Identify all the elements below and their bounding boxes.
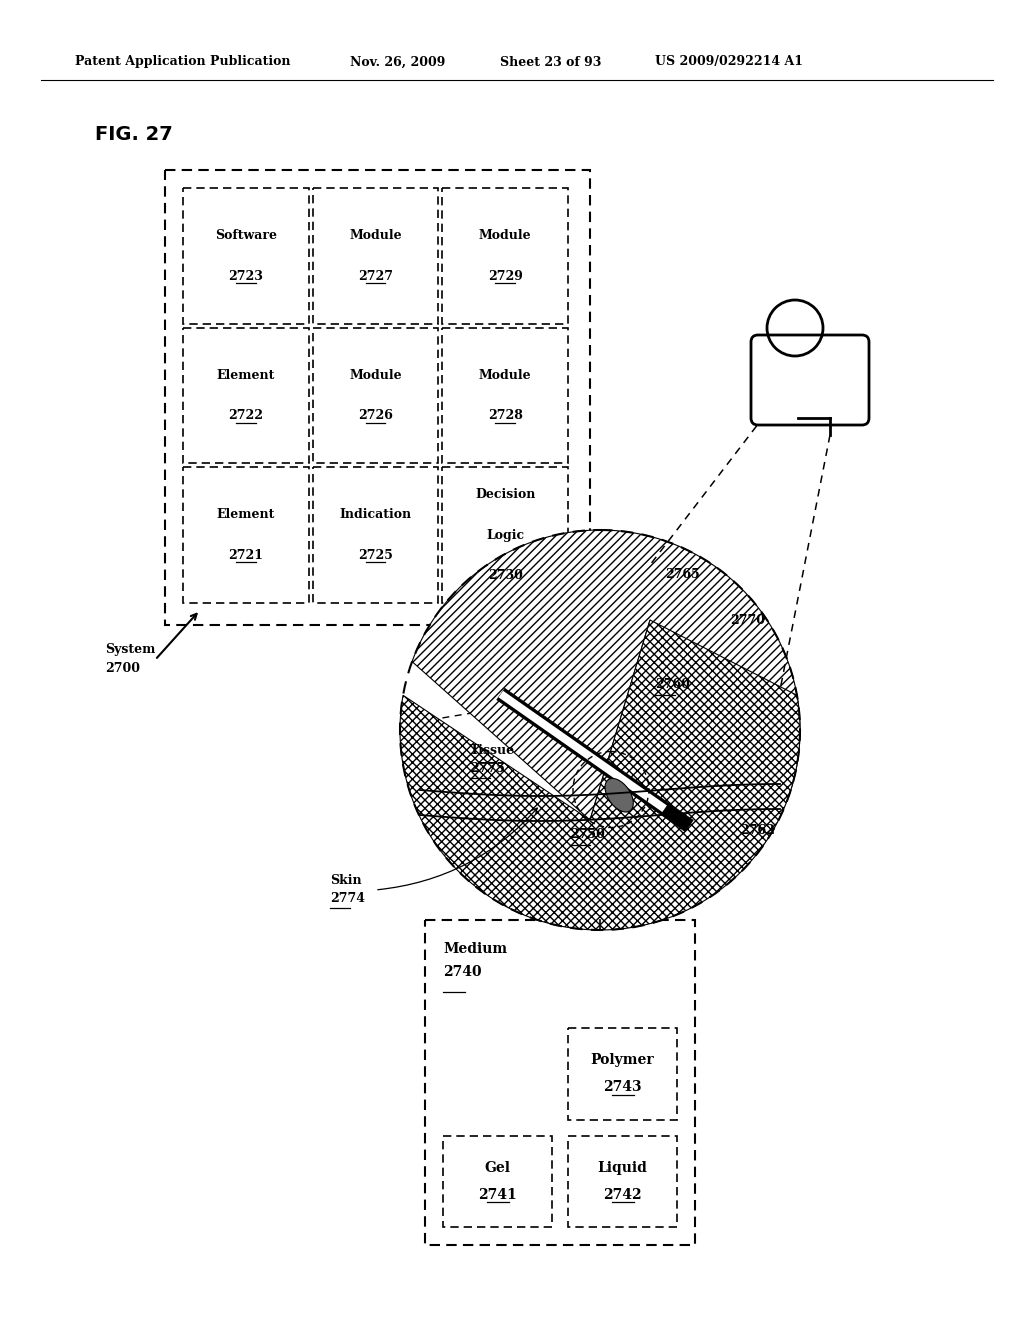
Text: 2722: 2722 bbox=[228, 409, 263, 422]
Polygon shape bbox=[499, 690, 667, 812]
Text: Module: Module bbox=[349, 228, 401, 242]
Text: System: System bbox=[105, 644, 156, 656]
Ellipse shape bbox=[605, 779, 633, 812]
FancyBboxPatch shape bbox=[751, 335, 869, 425]
Text: Medium: Medium bbox=[443, 942, 507, 956]
Text: 2743: 2743 bbox=[603, 1081, 642, 1094]
Text: 2780: 2780 bbox=[798, 385, 833, 399]
Bar bbox=[568, 1028, 677, 1119]
Text: 2765: 2765 bbox=[665, 569, 699, 582]
Text: 2740: 2740 bbox=[443, 965, 481, 979]
Bar bbox=[183, 327, 308, 463]
Text: 2727: 2727 bbox=[358, 269, 393, 282]
Text: 2729: 2729 bbox=[487, 269, 522, 282]
Bar bbox=[442, 467, 568, 603]
Text: Element: Element bbox=[217, 508, 275, 521]
Polygon shape bbox=[497, 688, 693, 832]
Text: 2770: 2770 bbox=[730, 614, 765, 627]
Text: 2760: 2760 bbox=[655, 678, 690, 692]
Text: Gel: Gel bbox=[484, 1160, 511, 1175]
Text: Liquid: Liquid bbox=[598, 1160, 647, 1175]
Polygon shape bbox=[412, 531, 800, 820]
Text: Element: Element bbox=[217, 368, 275, 381]
Text: US 2009/0292214 A1: US 2009/0292214 A1 bbox=[655, 55, 803, 69]
Text: Sheet 23 of 93: Sheet 23 of 93 bbox=[500, 55, 601, 69]
Text: Polymer: Polymer bbox=[591, 1053, 654, 1067]
Text: Tissue: Tissue bbox=[470, 743, 515, 756]
Text: Module: Module bbox=[479, 228, 531, 242]
Text: 2726: 2726 bbox=[358, 409, 393, 422]
Text: Logic: Logic bbox=[486, 529, 524, 541]
Text: Module: Module bbox=[479, 368, 531, 381]
Bar bbox=[568, 1135, 677, 1228]
Bar bbox=[165, 170, 590, 624]
Bar bbox=[443, 1135, 552, 1228]
Text: 2725: 2725 bbox=[358, 549, 393, 562]
Bar bbox=[312, 187, 438, 323]
Bar bbox=[312, 467, 438, 603]
Text: Software: Software bbox=[215, 228, 276, 242]
Bar bbox=[183, 467, 308, 603]
Bar bbox=[312, 327, 438, 463]
Text: 2762: 2762 bbox=[740, 824, 775, 837]
Text: Skin: Skin bbox=[330, 874, 361, 887]
Text: 2700: 2700 bbox=[105, 661, 140, 675]
Text: 2775: 2775 bbox=[470, 762, 505, 775]
Text: Patent Application Publication: Patent Application Publication bbox=[75, 55, 291, 69]
Text: 2742: 2742 bbox=[603, 1188, 642, 1203]
Text: Indication: Indication bbox=[339, 508, 412, 521]
Text: 2728: 2728 bbox=[487, 409, 522, 422]
Bar bbox=[425, 920, 695, 1245]
Text: 2723: 2723 bbox=[228, 269, 263, 282]
Text: 2721: 2721 bbox=[228, 549, 263, 562]
Text: 2774: 2774 bbox=[330, 891, 365, 904]
Text: 2741: 2741 bbox=[478, 1188, 517, 1203]
Bar bbox=[183, 187, 308, 323]
Polygon shape bbox=[400, 620, 800, 931]
Bar bbox=[442, 187, 568, 323]
Text: FIG. 27: FIG. 27 bbox=[95, 125, 173, 144]
Bar bbox=[442, 327, 568, 463]
Text: Nov. 26, 2009: Nov. 26, 2009 bbox=[350, 55, 445, 69]
Text: 2750: 2750 bbox=[570, 829, 605, 842]
Text: Decision: Decision bbox=[475, 488, 536, 502]
Text: Module: Module bbox=[349, 368, 401, 381]
Text: 2730: 2730 bbox=[487, 569, 522, 582]
